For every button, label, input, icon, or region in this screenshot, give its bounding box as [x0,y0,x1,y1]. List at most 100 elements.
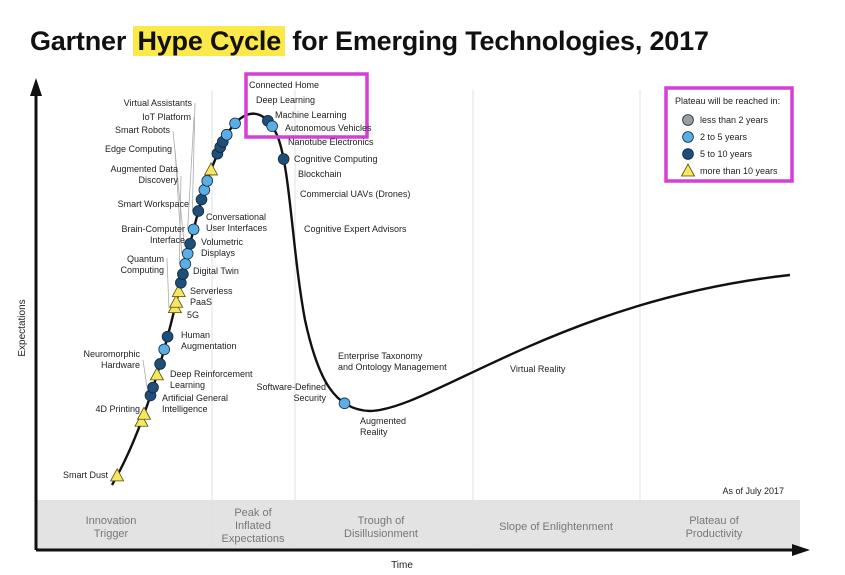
marker-autonomous-vehicles [203,162,219,176]
marker-software-defined-security [266,120,278,132]
label-virtual-reality: Virtual Reality [510,364,566,374]
marker-serverless-paas [158,343,170,356]
marker-commercial-uavs-drones [220,128,233,141]
phase-label-innovation: Trigger [94,528,129,540]
marker-smart-dust [109,468,125,482]
x-axis-arrow [792,544,810,556]
phase-label-trough: Disillusionment [344,528,418,540]
label-augmented-reality: Reality [360,427,388,437]
label-serverless-paas: PaaS [190,297,212,307]
axes: Time Expectations [17,78,810,571]
label-conversational-user-interfaces: Conversational [206,212,266,222]
leader-virtual-assistants [191,102,196,212]
label-4d-printing: 4D Printing [95,404,140,414]
label-software-defined-security: Software-Defined [256,382,326,392]
legend-title: Plateau will be reached in: [675,96,780,106]
label-smart-dust: Smart Dust [63,470,109,480]
phase-label-innovation: Innovation [86,515,137,527]
label-human-augmentation: Human [181,330,210,340]
legend-label-more-than-10-years: more than 10 years [700,166,778,176]
marker-virtual-reality [338,397,351,410]
marker-artificial-general-intelligence [136,406,152,420]
legend-marker-less-than-2-years [682,114,694,126]
marker-edge-computing [181,247,194,260]
marker-cognitive-expert-advisors [229,117,241,130]
leader-augmented-data-discovery [178,175,182,264]
label-volumetric-displays: Volumetric [201,237,244,247]
label-quantum-computing: Quantum [127,254,164,264]
phase-label-plateau: Plateau of [689,515,739,527]
label-human-augmentation: Augmentation [181,341,237,351]
label-augmented-data-discovery: Augmented Data [110,164,178,174]
marker-5g [154,358,166,370]
label-quantum-computing: Computing [120,265,164,275]
label-connected-home: Connected Home [249,80,319,90]
label-deep-learning: Deep Learning [256,95,315,105]
phase-label-slope: Slope of Enlightenment [499,521,613,533]
label-enterprise-taxonomy-and-ontology-management: and Ontology Management [338,362,447,372]
marker-machine-learning [201,175,214,187]
phase-band [36,500,800,550]
legend-marker-5-to-10-years [682,148,694,160]
marker-augmented-reality [277,153,290,165]
legend-marker-2-to-5-years [682,131,694,143]
marker-virtual-assistants [192,205,205,217]
label-smart-workspace: Smart Workspace [118,199,189,209]
legend-label-less-than-2-years: less than 2 years [700,115,769,125]
label-augmented-data-discovery: Discovery [138,175,178,185]
label-neuromorphic-hardware: Hardware [101,360,140,370]
label-autonomous-vehicles: Autonomous Vehicles [285,123,372,133]
phase-dividers [211,90,641,550]
phase-label-plateau: Productivity [686,528,743,540]
label-smart-robots: Smart Robots [115,125,171,135]
label-5g: 5G [187,310,199,320]
label-digital-twin: Digital Twin [193,266,239,276]
label-brain-computer-interface: Brain-Computer [121,224,185,234]
marker-augmented-data-discovery [179,258,192,270]
leader-lines [142,102,196,388]
label-edge-computing: Edge Computing [105,144,172,154]
technology-markers [109,114,351,482]
legend-label-5-to-10-years: 5 to 10 years [700,149,753,159]
label-iot-platform: IoT Platform [142,112,191,122]
legend: Plateau will be reached in: less than 2 y… [664,86,794,183]
marker-iot-platform [187,223,200,236]
label-deep-reinforcement-learning: Deep Reinforcement [170,369,253,379]
label-cognitive-computing: Cognitive Computing [294,154,378,164]
callout-box [244,72,369,139]
leader-edge-computing [174,149,183,254]
y-axis-label: Expectations [17,299,28,356]
leader-smart-robots [172,130,185,244]
marker-smart-workspace [177,268,189,280]
label-machine-learning: Machine Learning [275,110,347,120]
label-neuromorphic-hardware: Neuromorphic [83,349,140,359]
label-commercial-uavs-drones: Commercial UAVs (Drones) [300,189,410,199]
y-axis-arrow [30,78,42,96]
leader-quantum-computing [166,257,170,308]
phase-label-peak: Peak of [234,507,272,519]
marker-neuromorphic-hardware [147,381,159,394]
label-augmented-reality: Augmented [360,416,406,426]
label-deep-reinforcement-learning: Learning [170,380,205,390]
leader-iot-platform [187,116,195,230]
annotations: As of July 2017 [722,486,784,496]
label-nanotube-electronics: Nanotube Electronics [288,137,374,147]
label-software-defined-security: Security [293,393,326,403]
marker-smart-robots [184,237,196,250]
leader-neuromorphic-hardware [142,359,148,388]
marker-connected-home [195,193,208,206]
phase-label-peak: Inflated [235,520,271,532]
label-conversational-user-interfaces: User Interfaces [206,223,268,233]
marker-4d-printing [134,413,149,427]
label-artificial-general-intelligence: Intelligence [162,404,208,414]
chart-title: Gartner Hype Cycle for Emerging Technolo… [30,26,709,57]
phase-label-peak: Expectations [222,533,285,545]
title-suffix: for Emerging Technologies, 2017 [285,26,709,56]
marker-human-augmentation [149,367,165,381]
title-highlight: Hype Cycle [133,26,286,56]
peak-callout [244,72,369,139]
label-virtual-assistants: Virtual Assistants [124,98,193,108]
